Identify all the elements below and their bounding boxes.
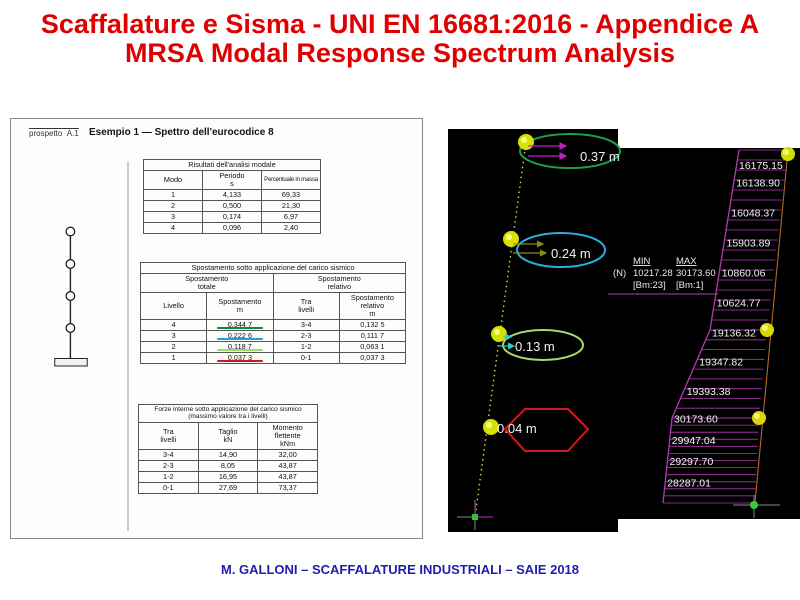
svg-text:[Bm:23]: [Bm:23] (633, 280, 666, 291)
svg-text:30173.60: 30173.60 (674, 414, 718, 426)
svg-text:[Bm:1]: [Bm:1] (676, 280, 703, 291)
svg-text:19393.38: 19393.38 (687, 386, 731, 398)
svg-text:0.37 m: 0.37 m (580, 149, 620, 164)
svg-text:16048.37: 16048.37 (731, 208, 775, 220)
svg-text:16175.15: 16175.15 (739, 160, 783, 172)
svg-text:10860.06: 10860.06 (722, 268, 766, 280)
svg-text:MAX: MAX (676, 256, 697, 267)
svg-text:MIN: MIN (633, 256, 651, 267)
svg-text:16138.90: 16138.90 (736, 178, 780, 190)
svg-text:30173.60: 30173.60 (676, 268, 716, 279)
svg-text:0.04 m: 0.04 m (497, 421, 537, 436)
svg-text:28287.01: 28287.01 (667, 477, 711, 489)
svg-text:19136.32: 19136.32 (712, 327, 756, 339)
svg-text:29947.04: 29947.04 (672, 435, 716, 447)
svg-text:(N): (N) (613, 268, 626, 279)
svg-text:0.13 m: 0.13 m (515, 339, 555, 354)
svg-text:10624.77: 10624.77 (717, 298, 761, 310)
svg-text:0.24 m: 0.24 m (551, 246, 591, 261)
svg-text:19347.82: 19347.82 (699, 357, 743, 369)
svg-text:29297.70: 29297.70 (670, 456, 714, 468)
svg-text:10217.28: 10217.28 (633, 268, 673, 279)
svg-text:15903.89: 15903.89 (727, 238, 771, 250)
